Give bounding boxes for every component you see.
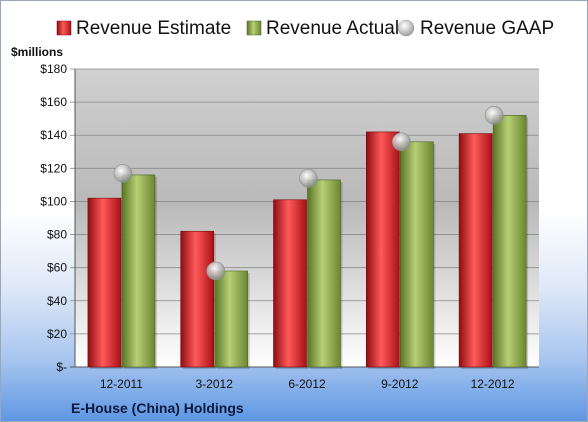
y-tick-label: $120 bbox=[40, 161, 67, 175]
y-tick-label: $140 bbox=[40, 128, 67, 142]
marker-gaap-6-2012 bbox=[299, 168, 318, 188]
x-tick-label: 12-2012 bbox=[471, 377, 515, 391]
x-tick-label: 6-2012 bbox=[288, 377, 326, 391]
legend-swatch-actual bbox=[246, 20, 262, 36]
y-tick-label: $100 bbox=[40, 194, 67, 208]
bar-estimate-12-2011 bbox=[87, 197, 122, 368]
legend-item-gaap: Revenue GAAP bbox=[397, 18, 554, 39]
y-tick-label: $160 bbox=[40, 95, 67, 109]
x-axis-ticks: 12-2011 3-2012 6-2012 9-2012 12-2012 bbox=[100, 377, 515, 391]
y-tick-label: $- bbox=[56, 360, 67, 374]
legend-swatch-gaap bbox=[397, 19, 415, 37]
legend: Revenue Estimate Revenue Actual Revenue … bbox=[56, 18, 554, 39]
y-axis-ticks: $- $20 $40 $60 $80 $100 $120 $140 $160 $180 bbox=[40, 62, 67, 374]
y-tick-label: $20 bbox=[47, 327, 67, 341]
bar-estimate-3-2012 bbox=[180, 230, 214, 368]
bar-actual-6-2012 bbox=[307, 179, 341, 368]
y-tick-label: $40 bbox=[47, 294, 67, 308]
x-tick-label: 3-2012 bbox=[196, 377, 234, 391]
unit-label: $millions bbox=[11, 45, 63, 59]
bar-actual-3-2012 bbox=[214, 270, 248, 368]
bar-actual-9-2012 bbox=[399, 141, 434, 368]
marker-gaap-12-2012 bbox=[484, 106, 504, 125]
bar-actual-12-2012 bbox=[492, 115, 527, 368]
marker-gaap-12-2011 bbox=[113, 164, 133, 183]
legend-label-actual: Revenue Actual bbox=[266, 18, 399, 39]
marker-gaap-9-2012 bbox=[391, 132, 411, 152]
bar-estimate-6-2012 bbox=[273, 199, 307, 368]
legend-swatch-estimate bbox=[56, 20, 72, 36]
company-name: E-House (China) Holdings bbox=[71, 400, 244, 416]
x-tick-label: 12-2011 bbox=[100, 377, 143, 391]
marker-gaap-3-2012 bbox=[206, 261, 225, 281]
x-tick-label: 9-2012 bbox=[381, 377, 419, 391]
y-tick-label: $180 bbox=[40, 62, 67, 76]
legend-label-gaap: Revenue GAAP bbox=[420, 18, 554, 39]
bars bbox=[87, 115, 529, 369]
y-tick-label: $80 bbox=[47, 228, 67, 242]
legend-item-actual: Revenue Actual bbox=[246, 18, 399, 39]
bar-estimate-9-2012 bbox=[365, 131, 400, 368]
legend-item-estimate: Revenue Estimate bbox=[56, 18, 231, 39]
legend-label-estimate: Revenue Estimate bbox=[76, 18, 231, 39]
bar-actual-12-2011 bbox=[121, 174, 156, 368]
y-tick-label: $60 bbox=[47, 261, 67, 275]
gaap-markers bbox=[113, 106, 504, 281]
bar-estimate-12-2012 bbox=[458, 133, 493, 368]
